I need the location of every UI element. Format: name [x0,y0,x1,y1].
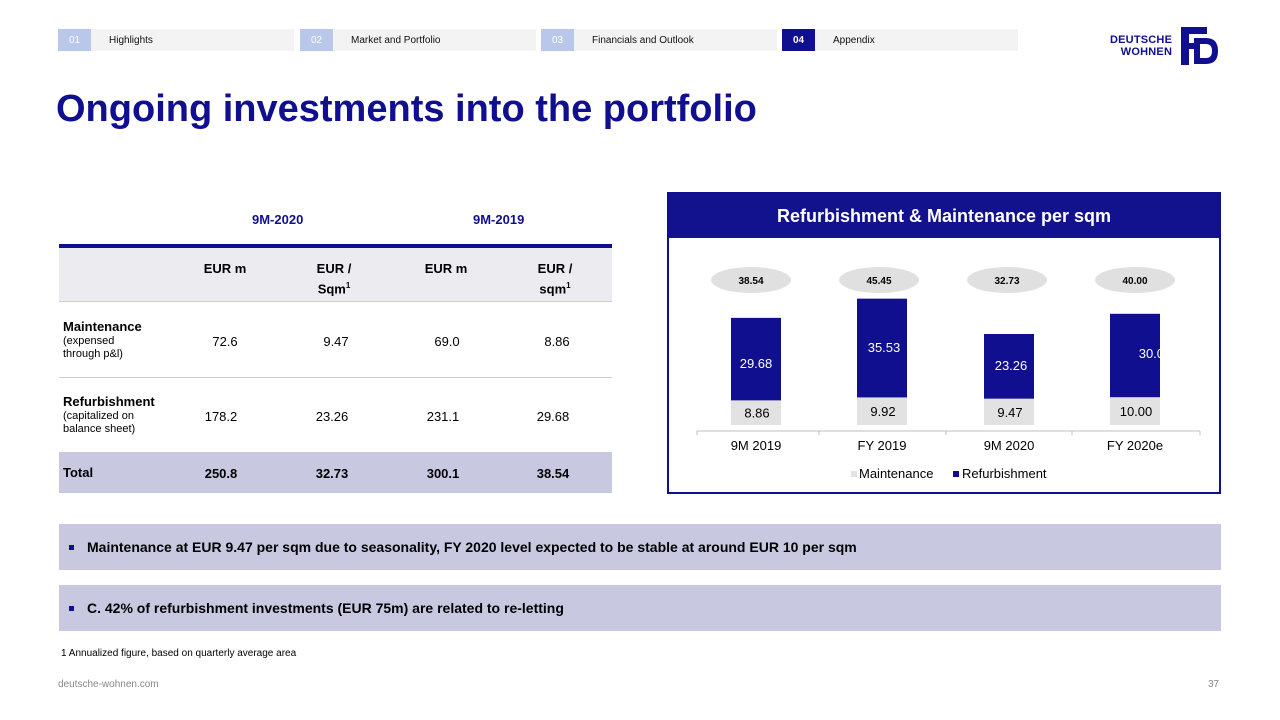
data-label-maintenance: 8.86 [744,406,769,421]
data-label-maintenance: 10.00 [1120,404,1153,419]
logo-mark-icon [1181,27,1219,65]
total-bubble [967,267,1047,293]
company-logo: DEUTSCHE WOHNEN [1110,26,1220,66]
total-label: 40.00 [1122,276,1147,287]
table-cell: 178.2 [204,409,238,424]
total-label: 32.73 [994,276,1019,287]
bar-refurbishment [731,317,781,401]
bar-maintenance [984,398,1034,425]
nav-section-number: 03 [541,29,574,51]
total-bubble [1095,267,1175,293]
row-divider [59,377,612,378]
bullet-text: Maintenance at EUR 9.47 per sqm due to s… [87,539,857,555]
table-cell: 69.0 [434,334,460,349]
logo-text: DEUTSCHE WOHNEN [1110,34,1173,58]
col-header-eur-sqm-2020: EUR / Sqm1 [316,261,352,297]
legend-label-refurbishment: Refurbishment [962,466,1047,481]
bullet-reletting: C. 42% of refurbishment investments (EUR… [59,585,1221,631]
bar-refurbishment [1110,313,1160,398]
page-title: Ongoing investments into the portfolio [56,88,757,130]
legend-swatch-refurbishment [953,471,959,477]
row-label-maintenance: Maintenance (expensed through p&l) [63,319,142,360]
chart-title: Refurbishment & Maintenance per sqm [669,194,1219,238]
table-column-header-band [59,248,612,302]
total-row-band [59,452,612,493]
chart-panel: Refurbishment & Maintenance per sqm 8.86… [667,192,1221,494]
table-cell-total: 250.8 [204,466,238,481]
bullet-icon [69,544,74,550]
footnote: 1 Annualized figure, based on quarterly … [61,648,297,659]
nav-section-label: Market and Portfolio [351,34,441,46]
total-label: 45.45 [866,276,891,287]
nav-section-number: 02 [300,29,333,51]
stacked-bar-chart: 8.86 29.68 38.54 9M 2019 9.92 35.53 45.45 FY 20… [696,267,1201,481]
table-cell: 72.6 [212,334,238,349]
data-label-maintenance: 9.92 [870,404,895,419]
total-label: 38.54 [738,276,763,287]
total-bubble [839,267,919,293]
bar-refurbishment [984,334,1034,399]
table-cell: 231.1 [426,409,460,424]
bar-refurbishment [857,298,907,398]
data-label-refurbishment: 35.53 [868,340,901,355]
bar-maintenance [1110,397,1160,425]
data-label-refurbishment: 23.26 [995,358,1028,373]
x-tick-label: 9M 2019 [731,438,782,453]
period-header-2020: 9M-2020 [252,212,304,227]
table-cell: 8.86 [544,334,570,349]
nav-section-label: Highlights [109,34,153,46]
data-label-maintenance: 9.47 [997,405,1022,420]
nav-section-label: Appendix [833,34,875,46]
nav-section-number: 01 [58,29,91,51]
bullet-text: C. 42% of refurbishment investments (EUR… [87,600,564,616]
table-cell-total: 38.54 [536,466,570,481]
table-cell: 29.68 [536,409,570,424]
x-tick-label: FY 2020e [1107,438,1163,453]
legend-label-maintenance: Maintenance [859,466,933,481]
bullet-icon [69,605,74,611]
nav-section-financials[interactable]: 03 Financials and Outlook [541,29,777,51]
total-bubble [711,267,791,293]
row-label-total: Total [63,465,94,480]
nav-section-highlights[interactable]: 01 Highlights [58,29,294,51]
col-header-eur-sqm-2019: EUR / sqm1 [537,261,573,297]
table-cell-total: 300.1 [426,466,460,481]
table-cell: 23.26 [315,409,349,424]
footer-website[interactable]: deutsche-wohnen.com [58,679,159,690]
data-label-refurbishment: 29.68 [740,356,773,371]
table-cell-total: 32.73 [315,466,349,481]
nav-section-market[interactable]: 02 Market and Portfolio [300,29,536,51]
col-header-eur-m-2019: EUR m [424,261,468,276]
row-label-refurbishment: Refurbishment (capitalized on balance she… [63,394,155,435]
x-tick-label: 9M 2020 [984,438,1035,453]
nav-section-appendix[interactable]: 04 Appendix [782,29,1018,51]
table-top-rule [59,244,612,248]
nav-section-label: Financials and Outlook [592,34,694,46]
legend-swatch-maintenance [851,471,857,477]
bullet-seasonality: Maintenance at EUR 9.47 per sqm due to s… [59,524,1221,570]
bar-maintenance [731,400,781,425]
x-tick-label: FY 2019 [858,438,907,453]
table-cell: 9.47 [323,334,349,349]
period-header-2019: 9M-2019 [473,212,525,227]
bar-maintenance [857,397,907,425]
nav-section-number: 04 [782,29,815,51]
col-header-eur-m-2020: EUR m [203,261,247,276]
data-label-refurbishment: 30.00 [1139,346,1172,361]
page-number: 37 [1208,679,1220,690]
